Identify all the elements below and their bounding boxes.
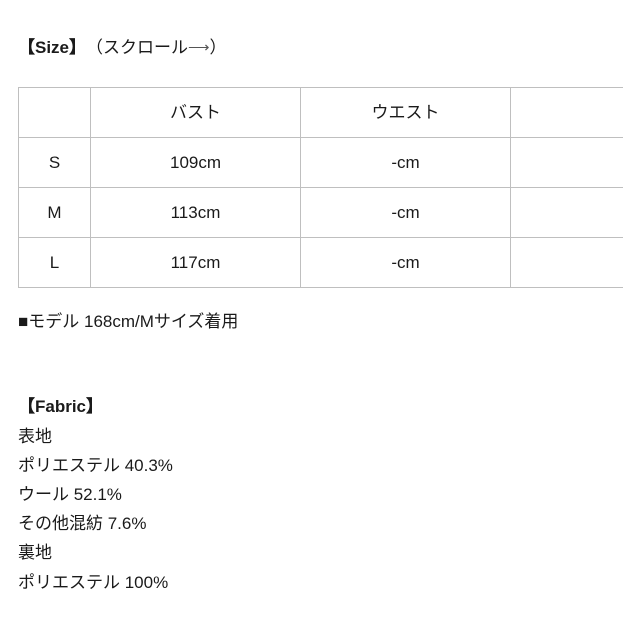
value-cell: 117cm <box>91 238 301 288</box>
value-cell <box>511 188 623 238</box>
value-cell: 113cm <box>91 188 301 238</box>
table-header-row: バスト ウエスト <box>19 88 623 138</box>
scroll-hint-open: （スクロール <box>86 34 188 61</box>
model-note: ■モデル 168cm/Mサイズ着用 <box>18 308 622 335</box>
value-cell: -cm <box>301 138 511 188</box>
fabric-title: 【Fabric】 <box>18 397 103 416</box>
value-cell: -cm <box>301 238 511 288</box>
fabric-line: ポリエステル 40.3% <box>18 452 622 479</box>
table-header-cell <box>511 88 623 138</box>
fabric-line: ポリエステル 100% <box>18 569 622 596</box>
size-table: バスト ウエスト S 109cm -cm M 113cm -cm L 117cm… <box>18 87 623 288</box>
fabric-line: その他混紡 7.6% <box>18 510 622 537</box>
fabric-line: 表地 <box>18 423 622 450</box>
value-cell: -cm <box>301 188 511 238</box>
table-row: S 109cm -cm <box>19 138 623 188</box>
table-row: L 117cm -cm <box>19 238 623 288</box>
size-cell: L <box>19 238 91 288</box>
scroll-hint-close: ） <box>210 34 227 61</box>
table-header-cell <box>19 88 91 138</box>
size-cell: M <box>19 188 91 238</box>
value-cell <box>511 138 623 188</box>
table-header-cell: ウエスト <box>301 88 511 138</box>
fabric-section: 【Fabric】 表地 ポリエステル 40.3% ウール 52.1% その他混紡… <box>18 393 622 595</box>
size-title: 【Size】 <box>18 34 86 61</box>
value-cell <box>511 238 623 288</box>
size-section-header: 【Size】 （スクロール ⟶ ） <box>18 34 622 61</box>
scroll-arrow-icon: ⟶ <box>188 36 210 60</box>
fabric-line: ウール 52.1% <box>18 481 622 508</box>
fabric-line: 裏地 <box>18 539 622 566</box>
table-header-cell: バスト <box>91 88 301 138</box>
size-cell: S <box>19 138 91 188</box>
value-cell: 109cm <box>91 138 301 188</box>
table-row: M 113cm -cm <box>19 188 623 238</box>
